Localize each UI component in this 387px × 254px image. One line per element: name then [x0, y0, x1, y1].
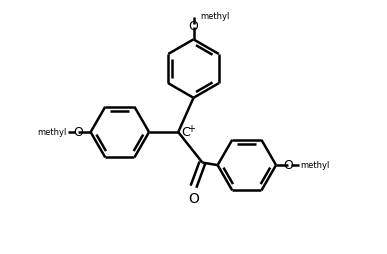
- Text: O: O: [188, 20, 199, 33]
- Text: C: C: [181, 125, 190, 139]
- Text: methyl: methyl: [200, 12, 229, 21]
- Text: +: +: [187, 124, 195, 134]
- Text: O: O: [283, 158, 293, 172]
- Text: methyl: methyl: [37, 128, 67, 137]
- Text: O: O: [74, 125, 83, 139]
- Text: methyl: methyl: [300, 161, 330, 170]
- Text: O: O: [188, 192, 199, 206]
